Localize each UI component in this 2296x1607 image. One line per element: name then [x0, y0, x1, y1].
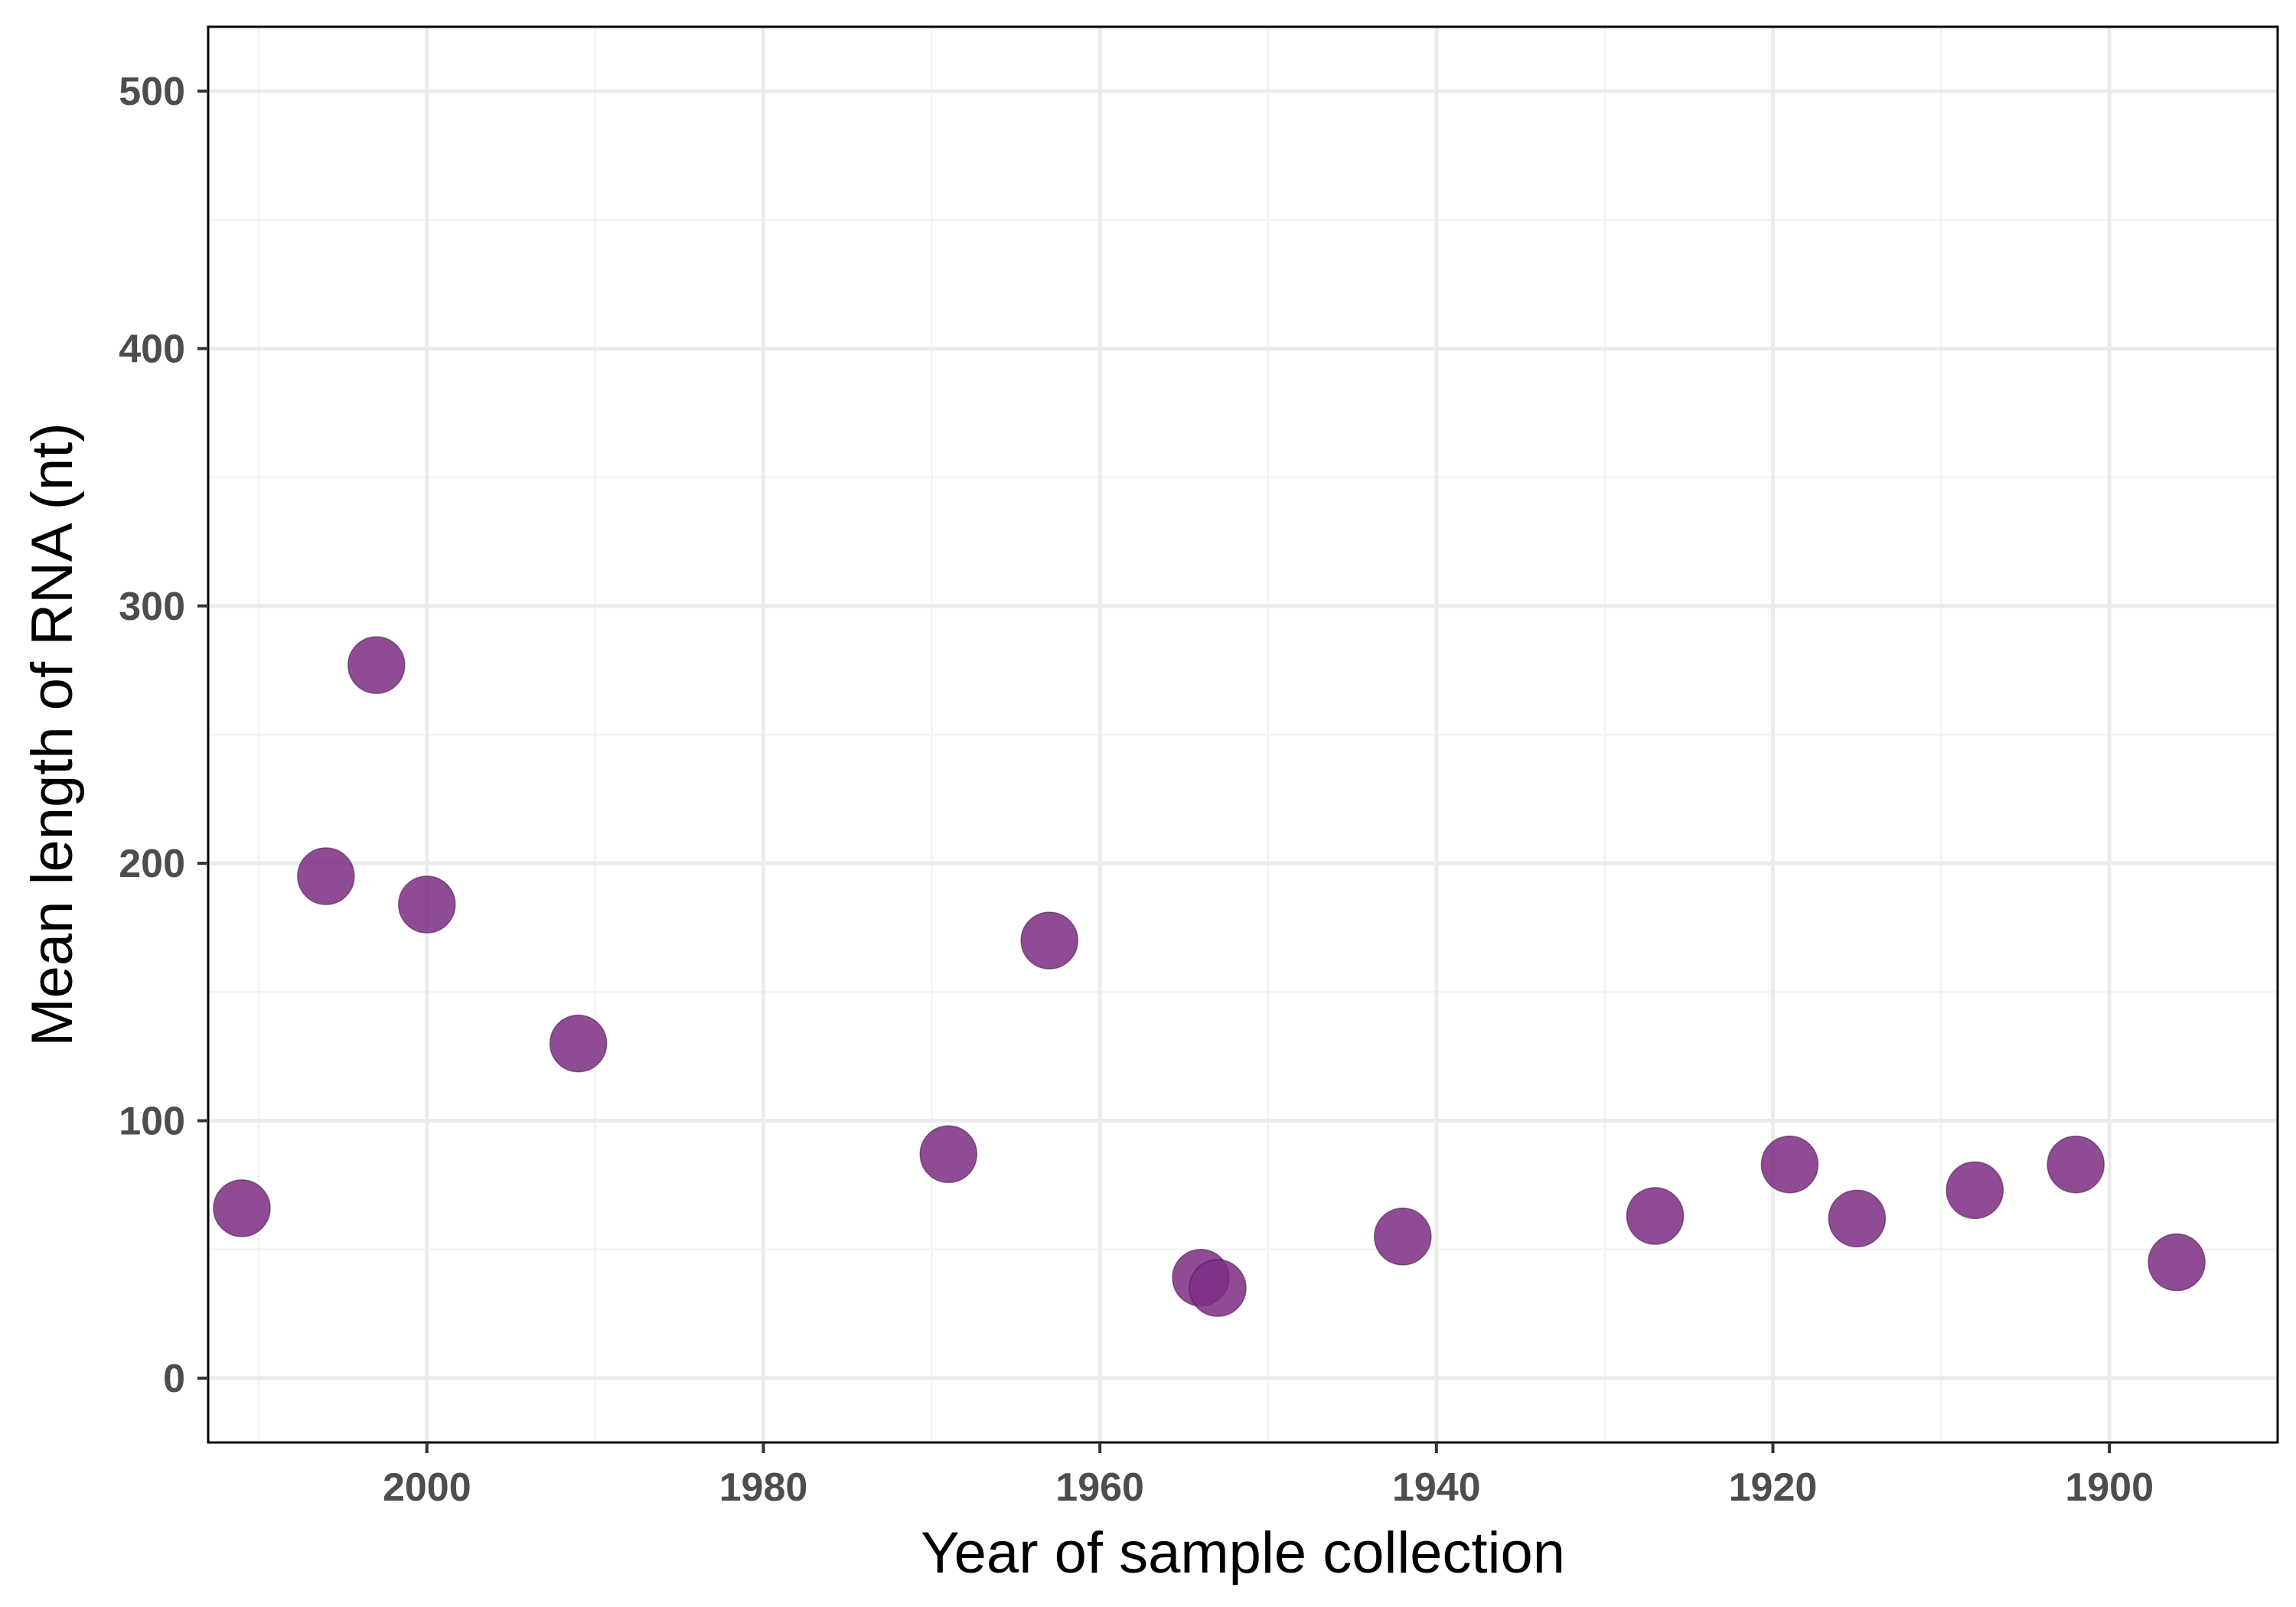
grid-lines — [208, 27, 2278, 1442]
data-point — [1374, 1208, 1432, 1266]
data-point — [1020, 911, 1078, 970]
y-tick-label: 400 — [119, 327, 185, 371]
x-tick-label: 1980 — [719, 1465, 808, 1510]
y-tick-label: 100 — [119, 1100, 185, 1144]
x-tick-label: 2000 — [383, 1465, 471, 1510]
x-axis-title: Year of sample collection — [921, 1521, 1565, 1586]
data-point — [297, 847, 355, 905]
data-point — [1626, 1187, 1684, 1245]
data-point — [2047, 1135, 2105, 1194]
data-point — [549, 1014, 608, 1073]
data-point — [213, 1179, 271, 1237]
x-tick-label: 1920 — [1729, 1465, 1818, 1510]
y-axis: 0 100 200 300 400 500 — [119, 70, 208, 1401]
x-axis: 2000 1980 1960 1940 1920 1900 — [383, 1442, 2154, 1510]
data-point — [2148, 1233, 2206, 1292]
x-tick-label: 1900 — [2065, 1465, 2154, 1510]
plot-panel-border — [207, 25, 2279, 1444]
y-tick-label: 500 — [119, 70, 185, 114]
x-tick-label: 1960 — [1055, 1465, 1144, 1510]
y-tick-label: 300 — [119, 585, 185, 629]
data-point — [398, 875, 456, 934]
y-axis-title: Mean length of RNA (nt) — [20, 422, 85, 1046]
data-point — [1828, 1189, 1887, 1248]
data-point — [1760, 1135, 1819, 1194]
data-point — [919, 1125, 978, 1184]
data-point — [1189, 1259, 1247, 1317]
data-point — [347, 636, 406, 694]
y-tick-label: 0 — [163, 1357, 185, 1401]
x-tick-label: 1940 — [1392, 1465, 1481, 1510]
data-point — [1945, 1161, 2004, 1220]
y-tick-label: 200 — [119, 842, 185, 886]
data-points — [213, 636, 2206, 1317]
